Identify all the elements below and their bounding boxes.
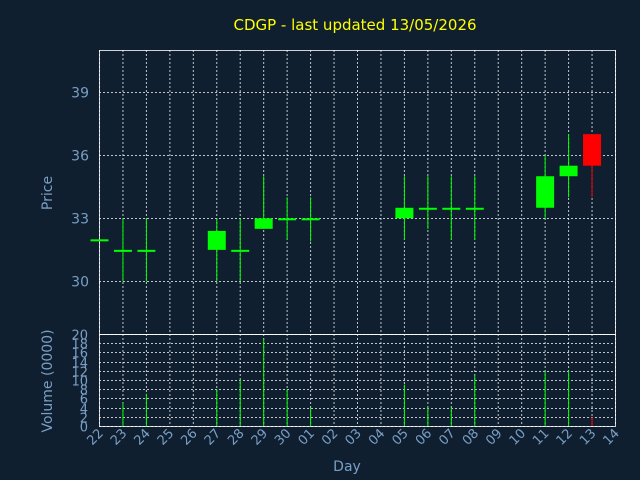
- candle-body: [301, 218, 320, 221]
- candle-08: [465, 176, 484, 240]
- volume-tick-label: 0: [80, 421, 88, 436]
- candle-12: [559, 134, 578, 198]
- volume-tick-label: 20: [71, 329, 88, 344]
- candle-body: [137, 249, 156, 252]
- volume-tick-label: 2: [80, 412, 88, 427]
- price-tick-label: 30: [71, 275, 89, 291]
- volume-panel-border: [99, 334, 616, 427]
- candle-body: [536, 176, 555, 208]
- volume-axis-title: Volume (0000): [40, 329, 56, 432]
- volume-tick-label: 12: [71, 366, 88, 381]
- candle-body: [254, 218, 273, 229]
- candle-body: [465, 207, 484, 210]
- candle-22: [90, 239, 109, 242]
- volume-tick-label: 6: [80, 393, 88, 408]
- candle-body: [395, 207, 414, 219]
- volume-tick-label: 10: [71, 375, 88, 390]
- chart-title: CDGP - last updated 13/05/2026: [233, 16, 476, 34]
- price-tick-label: 33: [71, 212, 89, 228]
- candle-06: [418, 176, 437, 229]
- x-axis-title: Day: [333, 459, 361, 475]
- candle-05: [395, 176, 414, 240]
- candle-01: [301, 197, 320, 242]
- candle-24: [137, 218, 156, 282]
- day-tick-labels: 22 23 24 25 26 27 28 29 30 01 02 03 04 05 06 07 08 09 10 11…: [85, 426, 623, 448]
- volume-tick-label: 16: [71, 347, 88, 362]
- price-axis-title: Price: [40, 176, 56, 210]
- candle-29: [254, 176, 273, 229]
- volume-tick-label: 18: [71, 338, 88, 353]
- volume-tick-label: 14: [71, 357, 88, 372]
- candles: [90, 134, 602, 282]
- candle-13: [583, 134, 602, 198]
- candle-body: [442, 207, 461, 210]
- candle-27: [207, 218, 226, 282]
- volume-panel-frame: [99, 334, 616, 427]
- candle-07: [442, 176, 461, 240]
- candle-23: [113, 218, 132, 282]
- volume-tick-label: 4: [80, 403, 88, 418]
- volume-bars: [122, 338, 593, 426]
- price-tick-label: 39: [71, 86, 89, 102]
- candle-body: [583, 134, 602, 166]
- candle-30: [278, 197, 297, 240]
- candle-body: [113, 249, 132, 252]
- volume-tick-label: 8: [80, 384, 88, 399]
- candle-body: [559, 165, 578, 177]
- candle-28: [231, 218, 250, 282]
- candle-11: [536, 155, 555, 219]
- candle-body: [418, 207, 437, 210]
- candle-body: [231, 249, 250, 252]
- candle-body: [278, 218, 297, 221]
- price-tick-labels: 30 33 36 39: [71, 86, 89, 291]
- candle-body: [90, 239, 109, 242]
- candle-body: [207, 230, 226, 250]
- price-tick-label: 36: [71, 149, 89, 165]
